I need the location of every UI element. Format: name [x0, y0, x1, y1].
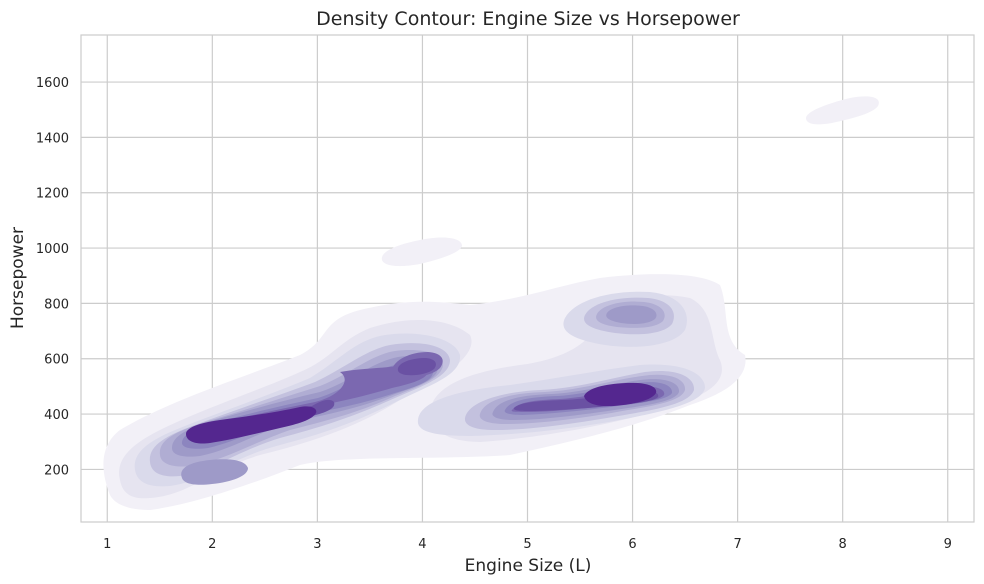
y-axis-ticks: 200 400 600 800 1000 1200 1400 1600 [36, 76, 69, 478]
contour-level-9-mid [397, 358, 436, 376]
x-tick-label: 5 [523, 537, 531, 552]
y-tick-label: 400 [44, 408, 69, 423]
contour-level-6-lowerleft [181, 459, 248, 485]
x-tick-label: 9 [944, 537, 952, 552]
x-tick-label: 7 [733, 537, 741, 552]
y-tick-label: 1000 [36, 242, 69, 257]
density-contours [103, 96, 879, 510]
contour-level-6-upper [606, 305, 657, 324]
plot-frame [80, 34, 975, 523]
contour-level-10-right [584, 382, 657, 407]
x-tick-label: 3 [313, 537, 321, 552]
y-tick-label: 1200 [36, 187, 69, 202]
y-tick-label: 1400 [36, 131, 69, 146]
y-tick-label: 1600 [36, 76, 69, 91]
x-axis-ticks: 1 2 3 4 5 6 7 8 9 [103, 537, 952, 552]
x-tick-label: 4 [418, 537, 426, 552]
contour-blob-1500hp [806, 96, 879, 125]
y-tick-label: 600 [44, 353, 69, 368]
x-tick-label: 8 [839, 537, 847, 552]
x-tick-label: 2 [208, 537, 216, 552]
x-axis-label: Engine Size (L) [465, 556, 592, 576]
chart-title: Density Contour: Engine Size vs Horsepow… [316, 8, 740, 30]
y-tick-label: 200 [44, 463, 69, 478]
y-tick-label: 800 [44, 297, 69, 312]
x-tick-label: 1 [103, 537, 111, 552]
contour-blob-1000hp [381, 237, 462, 267]
contour-level-10-left [186, 406, 317, 444]
y-axis-label: Horsepower [8, 227, 28, 329]
x-tick-label: 6 [628, 537, 636, 552]
